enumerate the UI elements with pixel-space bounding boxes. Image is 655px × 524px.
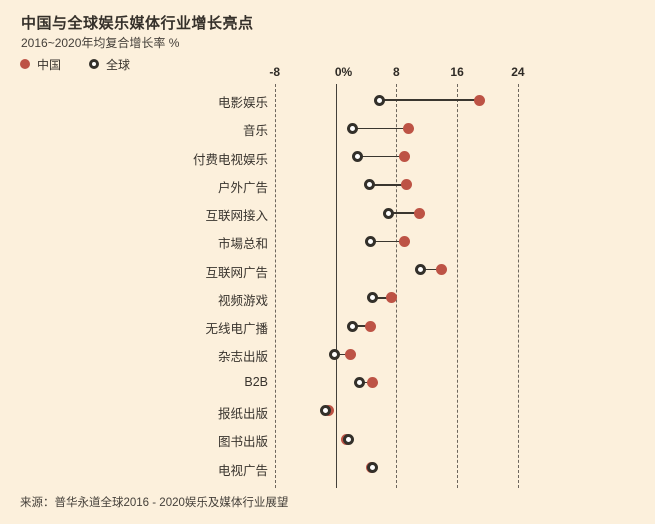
legend-item-global: 全球 <box>89 56 130 73</box>
category-label: B2B <box>244 374 268 389</box>
global-data-dot <box>354 377 366 389</box>
connector-line <box>359 381 373 384</box>
global-data-dot <box>367 462 379 473</box>
category-label: 图书出版 <box>217 435 268 450</box>
global-data-dot <box>367 292 379 304</box>
category-label: 市場总和 <box>217 237 268 252</box>
connector-line <box>352 127 409 130</box>
category-label: 音乐 <box>242 124 268 139</box>
axis-tick-label: 24 <box>511 65 525 79</box>
chart-subtitle: 2016~2020年均复合增长率 % <box>21 36 180 50</box>
gridline <box>274 84 276 488</box>
axis-tick-label: -8 <box>269 65 281 79</box>
global-data-dot <box>374 94 386 106</box>
connector-line <box>369 184 407 186</box>
legend: 中国 全球 <box>20 56 130 72</box>
source-note: 来源：普华永道全球2016 - 2020娱乐及媒体行业展望 <box>20 497 289 509</box>
category-label: 无线电广播 <box>205 322 268 337</box>
axis-tick-label: 0% <box>334 65 353 79</box>
connector-line <box>334 353 351 356</box>
legend-label-china: 中国 <box>37 57 62 72</box>
category-label: 电视广告 <box>217 463 268 478</box>
china-data-dot <box>399 151 411 163</box>
chart-title: 中国与全球娱乐媒体行业增长亮点 <box>21 15 254 32</box>
connector-line <box>370 240 405 243</box>
category-label: 电影娱乐 <box>217 96 268 110</box>
global-data-dot <box>364 235 376 247</box>
china-data-dot <box>435 264 447 276</box>
connector-line <box>379 99 480 101</box>
china-data-dot <box>474 94 486 106</box>
gridline <box>457 84 459 488</box>
gridline <box>517 84 519 488</box>
category-label: 报纸出版 <box>217 406 268 421</box>
china-data-dot <box>386 292 398 304</box>
legend-item-china: 中国 <box>20 56 61 73</box>
global-data-dot <box>383 207 395 219</box>
global-data-dot <box>342 433 354 445</box>
china-data-dot <box>367 377 379 389</box>
category-label: 杂志出版 <box>217 350 268 365</box>
global-data-dot <box>415 264 427 276</box>
axis-tick-label: 16 <box>450 65 464 79</box>
global-data-dot <box>352 151 364 163</box>
category-label: 互联网接入 <box>205 209 268 224</box>
global-data-dot <box>320 405 332 417</box>
gridline <box>396 84 398 488</box>
zero-axis-line <box>335 84 337 488</box>
china-data-dot <box>345 348 357 360</box>
global-data-dot <box>364 179 376 191</box>
connector-line <box>420 268 442 271</box>
global-dot-icon <box>89 59 100 69</box>
china-data-dot <box>401 179 413 191</box>
category-label: 视频游戏 <box>217 293 268 308</box>
china-data-dot <box>414 207 426 219</box>
china-dot-icon <box>20 59 30 69</box>
china-data-dot <box>399 235 411 247</box>
connector-line <box>388 212 420 214</box>
global-data-dot <box>329 348 341 360</box>
connector-line <box>372 297 392 299</box>
connector-line <box>352 325 371 327</box>
category-label: 付费电视娱乐 <box>192 152 268 167</box>
axis-tick-label: 8 <box>392 65 400 79</box>
connector-line <box>357 155 405 158</box>
category-label: 户外广告 <box>217 180 268 195</box>
category-label: 互联网广告 <box>205 265 268 280</box>
china-data-dot <box>364 320 376 332</box>
global-data-dot <box>347 122 359 134</box>
global-data-dot <box>347 320 359 332</box>
china-data-dot <box>402 122 414 134</box>
legend-label-global: 全球 <box>106 57 131 72</box>
